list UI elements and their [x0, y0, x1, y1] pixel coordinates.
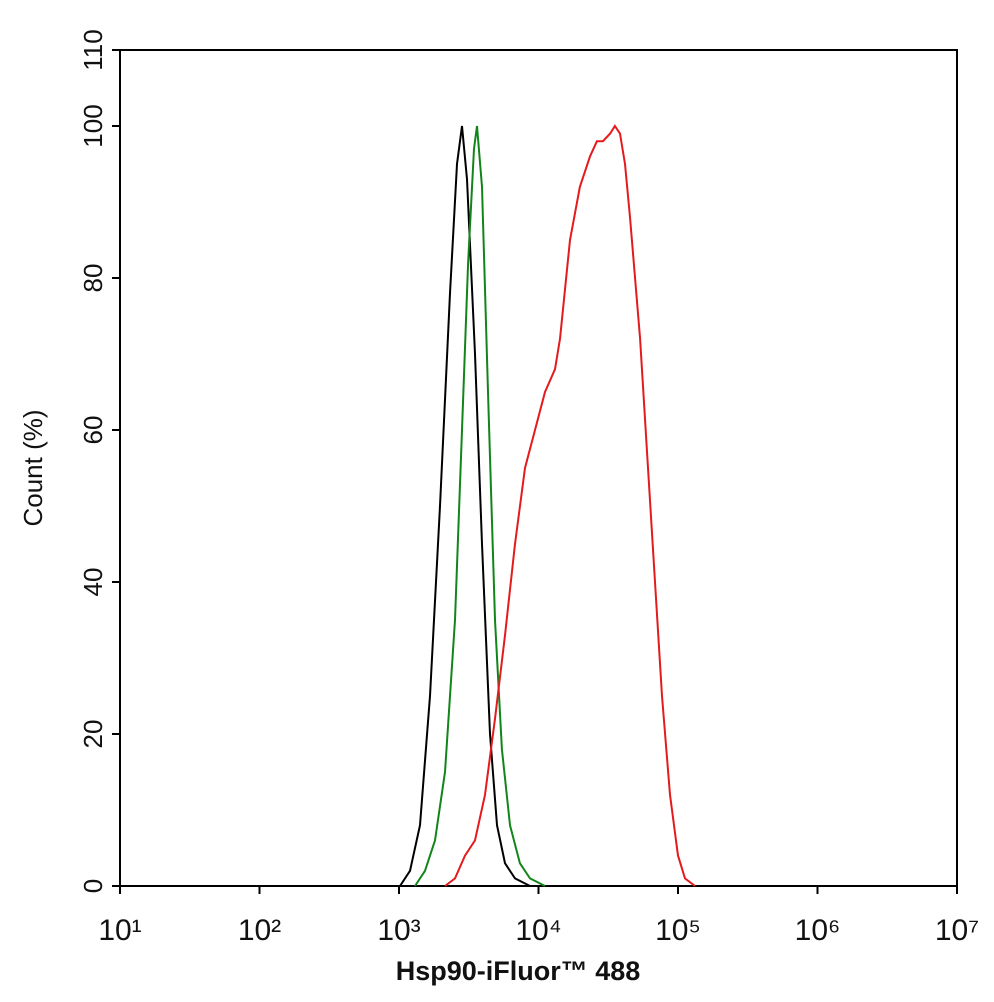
- y-tick-label: 100: [78, 104, 108, 147]
- y-tick-label: 0: [78, 879, 108, 893]
- y-tick-label: 80: [78, 264, 108, 293]
- x-tick-label: 10⁷: [935, 914, 979, 947]
- x-tick-label: 10³: [377, 914, 420, 947]
- series-line: [444, 124, 696, 887]
- y-tick-label: 20: [78, 720, 108, 749]
- series-line: [414, 125, 546, 887]
- series-line: [399, 125, 531, 887]
- y-tick-label: 110: [78, 29, 108, 70]
- x-tick-label: 10²: [238, 914, 281, 947]
- y-axis-label: Count (%): [18, 409, 48, 526]
- x-tick-label: 10⁶: [795, 914, 841, 947]
- y-tick-label: 60: [78, 416, 108, 445]
- x-axis-label: Hsp90-iFluor™ 488: [396, 956, 641, 986]
- y-tick-label: 40: [78, 568, 108, 597]
- plot-frame: [119, 49, 958, 887]
- x-tick-label: 10¹: [98, 914, 141, 947]
- x-tick-label: 10⁴: [515, 914, 561, 947]
- x-tick-label: 10⁵: [655, 914, 701, 947]
